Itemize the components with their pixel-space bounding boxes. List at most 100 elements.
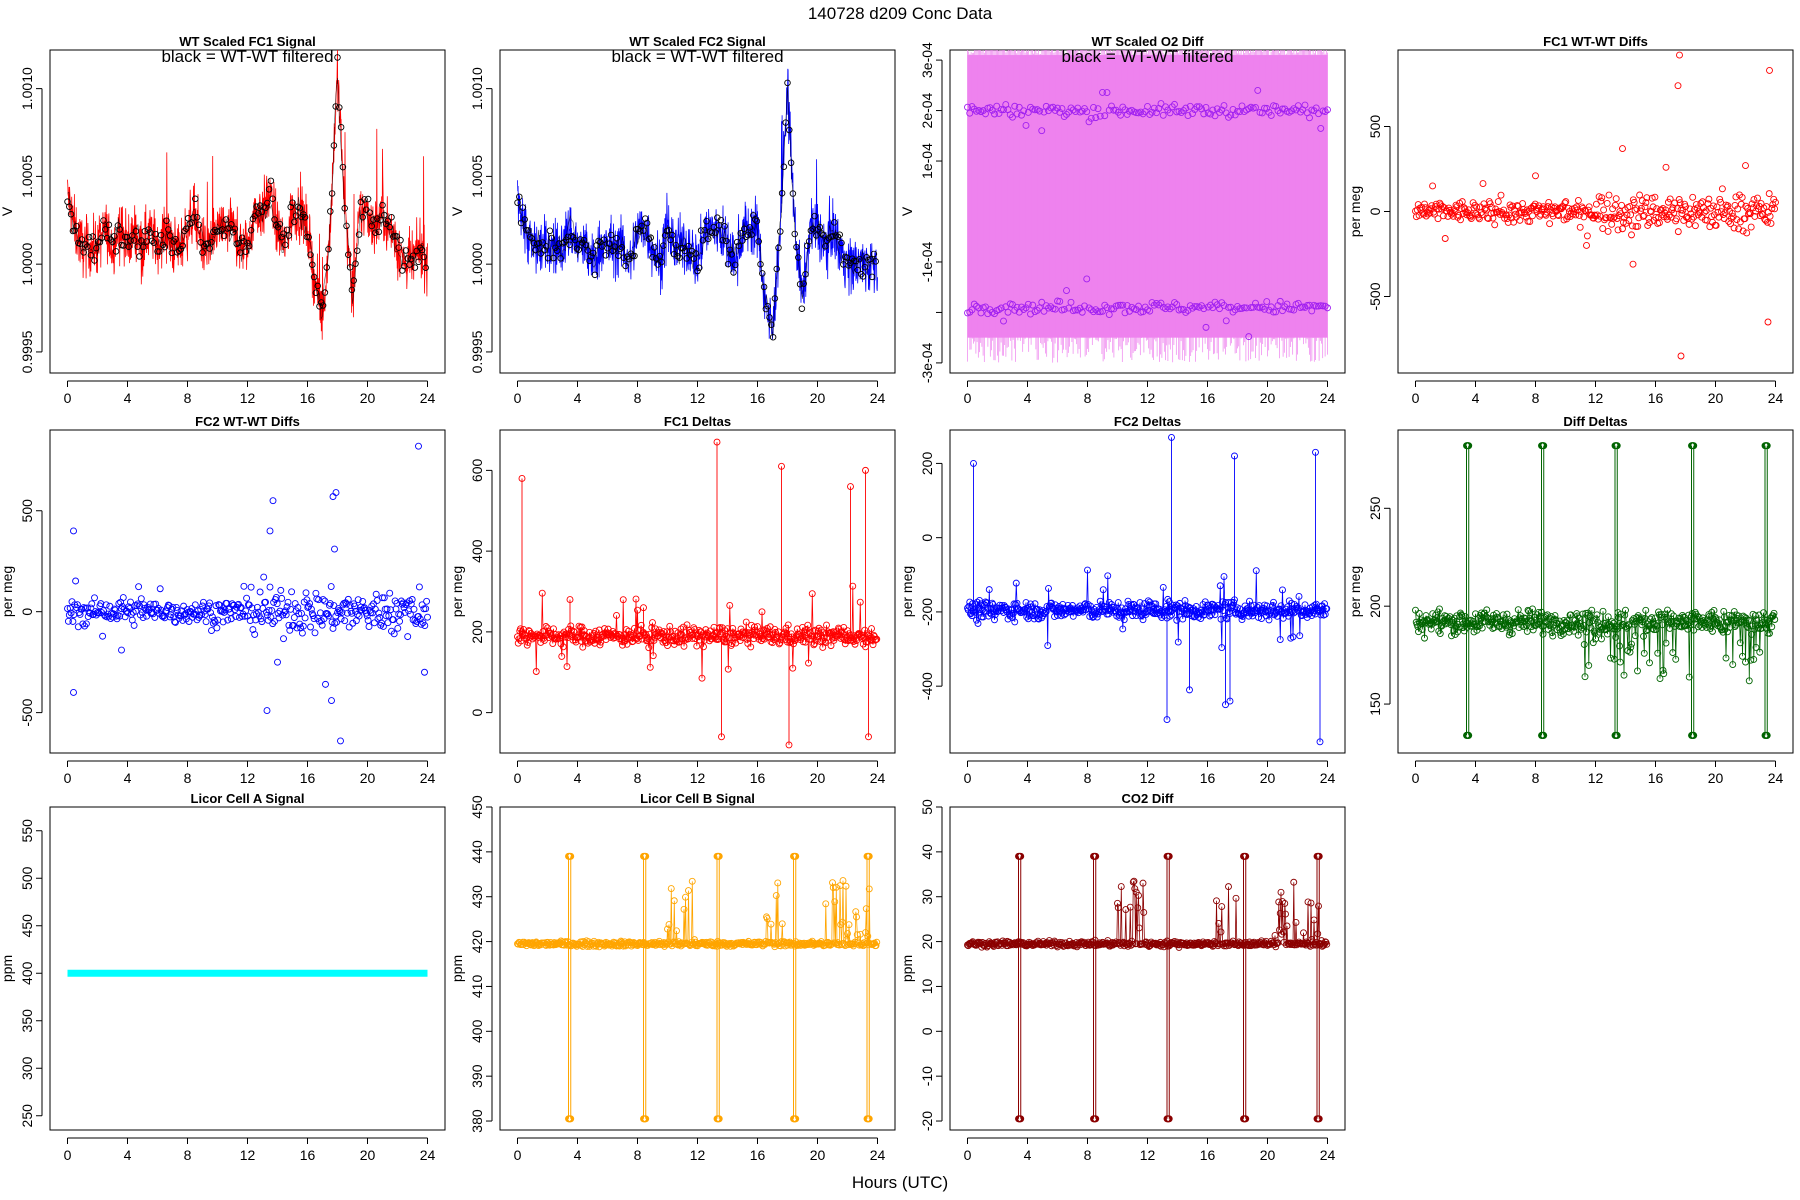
data-point: [815, 624, 823, 632]
data-point: [73, 222, 80, 230]
data-point: [822, 900, 830, 908]
data-point: [1181, 597, 1189, 605]
data-point: [1058, 105, 1066, 113]
data-point: [161, 614, 169, 622]
data-point: [1270, 598, 1277, 606]
data-point: [64, 605, 71, 612]
data-point: [970, 300, 978, 308]
data-point: [299, 622, 307, 630]
filter-note: black = WT-WT filtered: [611, 47, 783, 66]
data-point: [1634, 222, 1642, 230]
data-point: [645, 644, 653, 652]
data-point: [373, 597, 381, 605]
data-point: [146, 600, 154, 608]
data-point: [1434, 215, 1442, 223]
data-point: [1478, 609, 1485, 617]
data-point: [1245, 333, 1253, 341]
data-point: [673, 927, 680, 935]
data-point: [370, 619, 378, 627]
data-point: [1119, 625, 1127, 633]
data-point: [1140, 908, 1148, 916]
filter-note: black = WT-WT filtered: [161, 47, 333, 66]
data-point: [1306, 301, 1313, 309]
data-point: [1133, 940, 1141, 948]
data-point: [1540, 442, 1548, 450]
data-point: [1320, 611, 1328, 619]
data-point: [1036, 107, 1043, 115]
data-point: [81, 622, 89, 630]
data-point: [1458, 612, 1466, 620]
data-point: [344, 595, 352, 603]
data-point: [301, 614, 309, 622]
x-tick-label: 4: [124, 1147, 132, 1163]
data-point: [1750, 196, 1758, 204]
data-point: [1085, 118, 1093, 126]
data-point: [521, 216, 528, 223]
data-point: [649, 652, 657, 660]
data-point: [1011, 618, 1019, 626]
data-point: [78, 236, 86, 243]
data-point: [1186, 686, 1193, 694]
y-tick-label: 400: [469, 539, 485, 563]
data-point: [1771, 205, 1779, 213]
panel-fc2sig: WT Scaled FC2 Signal V 0 4 8 12 16 20 24 0.9995 1.…: [449, 34, 896, 406]
data-point: [339, 163, 347, 171]
data-point: [1240, 304, 1248, 312]
data-point: [557, 255, 564, 262]
data-point: [1180, 107, 1187, 115]
plot-frame: [1397, 429, 1794, 754]
data-point: [566, 596, 574, 604]
data-point: [205, 602, 213, 610]
data-point: [1452, 201, 1460, 209]
data-point: [829, 884, 837, 892]
data-point: [1312, 104, 1320, 112]
data-point: [1139, 879, 1147, 887]
data-point: [683, 621, 691, 629]
data-point: [1549, 632, 1557, 640]
data-point: [1613, 442, 1621, 450]
x-tick-label: 12: [690, 1147, 706, 1163]
data-point: [1555, 212, 1563, 219]
data-point: [742, 618, 750, 626]
data-point: [733, 631, 741, 639]
data-point: [754, 623, 761, 630]
x-tick-label: 20: [810, 770, 826, 786]
data-point: [1712, 615, 1720, 623]
data-point: [964, 103, 971, 111]
data-point: [1502, 211, 1510, 219]
data-point: [1454, 620, 1462, 628]
data-point: [1751, 612, 1759, 620]
data-point: [276, 220, 284, 228]
data-point: [968, 306, 976, 314]
data-point: [811, 640, 818, 648]
data-point: [1092, 852, 1100, 860]
data-point: [1457, 216, 1464, 224]
data-point: [328, 697, 335, 704]
data-point: [1576, 223, 1584, 231]
data-point: [769, 333, 777, 341]
data-point: [1720, 607, 1728, 615]
data-point: [827, 642, 835, 650]
data-point: [1231, 111, 1239, 119]
data-point: [1105, 106, 1113, 114]
data-point: [1672, 655, 1680, 663]
data-point: [845, 921, 853, 929]
data-point: [271, 216, 278, 223]
data-point: [1294, 299, 1302, 307]
data-point: [398, 600, 406, 608]
data-point: [1605, 191, 1613, 199]
data-point: [1083, 108, 1091, 116]
data-point: [1463, 623, 1471, 631]
data-point: [785, 741, 793, 749]
data-point: [1631, 632, 1639, 640]
data-point: [298, 629, 306, 637]
data-point: [418, 601, 426, 609]
data-point: [137, 595, 145, 603]
data-point: [224, 616, 232, 624]
data-point: [102, 226, 109, 233]
data-point: [1255, 614, 1262, 621]
y-tick-label: 500: [1367, 115, 1383, 139]
data-point: [1042, 302, 1050, 310]
data-point: [631, 252, 638, 260]
data-point: [821, 638, 829, 645]
